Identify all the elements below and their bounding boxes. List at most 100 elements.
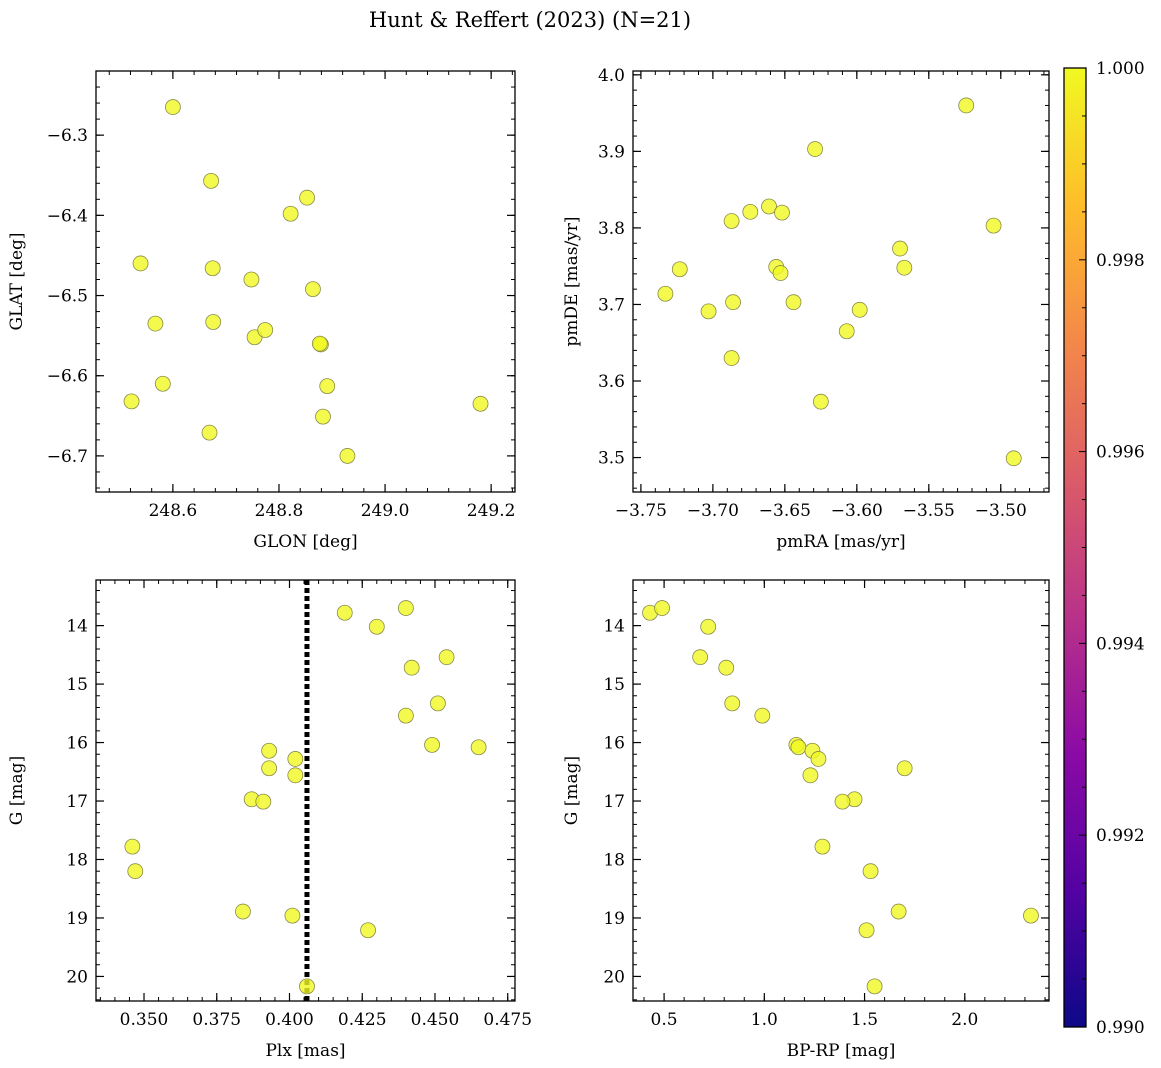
scatter-point (203, 172, 219, 189)
y-tick-label: 3.8 (598, 219, 625, 239)
y-tick-label: −6.4 (47, 206, 88, 226)
colorbar-tick-label: 0.990 (1096, 1018, 1145, 1038)
scatter-point (261, 742, 278, 759)
y-tick-label: −6.5 (47, 287, 88, 307)
scatter-point (305, 281, 321, 298)
scatter-point (723, 350, 740, 366)
scatter-point (700, 303, 717, 320)
scatter-points (642, 600, 1039, 995)
scatter-point (124, 838, 141, 855)
scatter-point (127, 863, 144, 880)
scatter-point (896, 760, 913, 777)
scatter-point (1005, 450, 1022, 467)
x-tick-label: 2.0 (951, 1010, 978, 1030)
scatter-point (397, 707, 414, 724)
y-axis-label: pmDE [mas/yr] (562, 216, 582, 346)
scatter-point (671, 261, 688, 278)
scatter-point (154, 375, 171, 392)
x-tick-label: 1.0 (751, 1010, 778, 1030)
x-axis-label: pmRA [mas/yr] (776, 532, 905, 552)
scatter-point (282, 205, 299, 222)
x-axis-label: Plx [mas] (265, 1041, 345, 1061)
scatter-point (397, 600, 414, 616)
scatter-point (147, 315, 164, 332)
figure-title: Hunt & Reffert (2023) (N=21) (369, 8, 691, 32)
scatter-points (657, 97, 1022, 467)
scatter-point (424, 736, 440, 753)
panel-glon-glat: 248.6 248.8 249.0 249.2 −6.3 −6.4 −6.5 −6.6 −6.7… (7, 70, 516, 552)
y-tick-label: −6.6 (47, 367, 88, 387)
scatter-point (470, 739, 487, 756)
axes-frame (95, 70, 516, 493)
colorbar-tick-label: 0.996 (1096, 443, 1145, 463)
scatter-point (834, 793, 851, 810)
scatter-point (336, 604, 353, 621)
colorbar: 0.990 0.992 0.994 0.996 0.998 1.000 (1063, 59, 1145, 1038)
scatter-point (438, 649, 455, 666)
colorbar-tick-label: 0.992 (1096, 826, 1145, 846)
scatter-point (319, 378, 336, 395)
scatter-point (790, 739, 807, 756)
scatter-point (866, 978, 883, 995)
scatter-point (802, 767, 819, 784)
scatter-point (838, 323, 855, 340)
x-tick-label: 249.0 (361, 501, 410, 521)
scatter-point (742, 203, 759, 220)
y-tick-label: 20 (603, 967, 625, 987)
y-tick-label: 19 (66, 909, 88, 929)
scatter-point (774, 204, 790, 221)
scatter-point (814, 838, 831, 855)
y-tick-label: 4.0 (598, 66, 625, 86)
scatter-point (1023, 907, 1039, 924)
scatter-point (287, 767, 304, 784)
y-axis-label: G [mag] (562, 756, 582, 825)
scatter-point (723, 213, 740, 229)
scatter-point (429, 695, 446, 712)
scatter-point (339, 448, 356, 464)
scatter-point (958, 97, 975, 114)
x-tick-label: 0.400 (265, 1010, 314, 1030)
panels: 248.6 248.8 249.0 249.2 −6.3 −6.4 −6.5 −6.6 −6.7… (7, 66, 1050, 1061)
y-tick-label: 17 (603, 792, 625, 812)
scatter-point (862, 863, 879, 880)
x-axis-label: BP-RP [mag] (787, 1041, 896, 1061)
scatter-point (812, 393, 829, 410)
scatter-point (785, 294, 802, 311)
scatter-point (311, 335, 328, 352)
y-tick-label: 16 (66, 734, 88, 754)
colorbar-tick-label: 0.994 (1096, 634, 1145, 654)
scatter-point (761, 198, 777, 215)
scatter-point (284, 907, 301, 924)
scatter-point (299, 978, 315, 995)
scatter-point (261, 760, 278, 777)
x-axis-label: GLON [deg] (253, 532, 357, 552)
y-tick-label: 19 (603, 909, 625, 929)
scatter-point (985, 217, 1002, 234)
x-tick-label: 0.5 (651, 1010, 678, 1030)
scatter-point (243, 271, 260, 288)
scatter-point (700, 618, 717, 635)
y-tick-label: 18 (66, 850, 88, 870)
scatter-point (810, 751, 827, 767)
scatter-point (255, 793, 272, 810)
y-tick-label: −6.7 (47, 447, 88, 467)
x-tick-label: −3.60 (831, 501, 883, 521)
panel-plx-g: 0.350 0.375 0.400 0.425 0.450 0.475 14 15 16 17 18… (7, 579, 532, 1061)
x-tick-label: −3.50 (975, 501, 1027, 521)
x-tick-label: 0.350 (120, 1010, 169, 1030)
y-tick-label: 3.6 (598, 372, 625, 392)
scatter-point (368, 618, 385, 635)
axes-frame (632, 579, 1050, 1002)
x-tick-label: 248.8 (255, 501, 304, 521)
scatter-point (315, 408, 331, 425)
x-tick-label: 0.425 (338, 1010, 387, 1030)
scatter-point (892, 240, 908, 257)
scatter-point (257, 322, 274, 338)
scatter-point (725, 294, 741, 311)
scatter-point (807, 141, 823, 157)
y-tick-label: −6.3 (47, 126, 88, 146)
scatter-point (851, 301, 868, 318)
colorbar-tick-label: 1.000 (1096, 59, 1145, 79)
y-tick-label: 14 (603, 617, 625, 637)
scatter-point (201, 424, 218, 441)
